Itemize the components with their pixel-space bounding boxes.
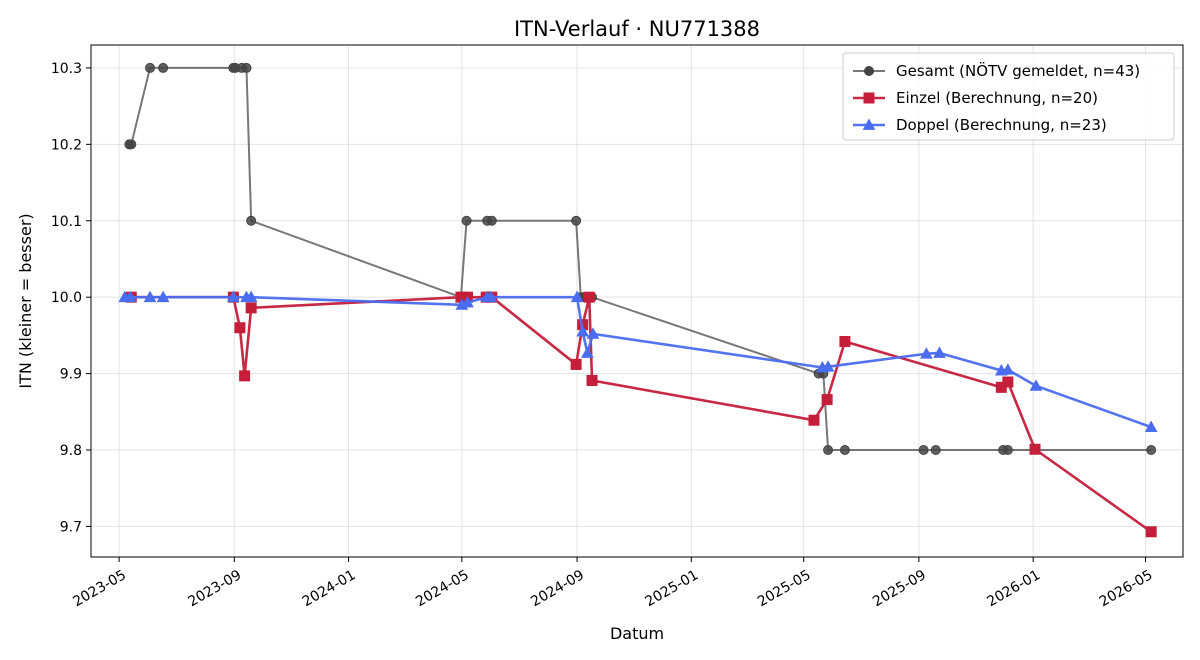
data-point [586, 374, 598, 386]
y-tick-label: 10.2 [51, 137, 82, 153]
data-point [862, 118, 876, 130]
data-point [227, 290, 240, 303]
data-point [1001, 363, 1015, 375]
data-point [821, 360, 835, 372]
data-point [576, 325, 590, 337]
series-3 [118, 290, 1158, 432]
data-point [126, 139, 137, 150]
data-point [918, 445, 929, 456]
data-point [821, 394, 833, 406]
legend-label: Gesamt (NÖTV gemeldet, n=43) [896, 61, 1140, 80]
series-line [131, 295, 1152, 533]
legend: Gesamt (NÖTV gemeldet, n=43) Einzel (Bere… [842, 52, 1175, 141]
data-point [241, 62, 252, 73]
data-point [484, 290, 498, 303]
data-point [863, 92, 875, 104]
data-point [581, 346, 594, 358]
data-point [823, 445, 834, 456]
data-point [486, 215, 497, 226]
data-point [461, 215, 472, 226]
data-point [930, 445, 941, 456]
data-point [234, 322, 246, 334]
y-tick-label: 10.3 [51, 61, 82, 77]
data-point [864, 66, 874, 76]
data-point [145, 62, 156, 73]
y-tick-label: 9.8 [60, 443, 82, 459]
data-point [920, 347, 933, 359]
x-axis-label: Datum [610, 624, 664, 643]
data-point [1002, 376, 1014, 388]
data-point [808, 414, 820, 426]
data-point [1145, 526, 1157, 538]
data-point [1029, 443, 1041, 455]
data-point [570, 358, 582, 370]
data-point [461, 295, 474, 308]
data-point [583, 291, 595, 303]
plot-frame [90, 44, 1184, 558]
data-point [158, 62, 169, 73]
data-point [156, 290, 170, 303]
chart-title: ITN-Verlauf · NU771388 [514, 17, 760, 41]
y-tick-label: 10.0 [51, 290, 82, 306]
legend-box [842, 52, 1175, 141]
y-tick-label: 9.9 [60, 367, 82, 383]
y-axis-label: ITN (kleiner = besser) [16, 213, 35, 388]
data-point [839, 336, 851, 348]
data-point [239, 370, 251, 382]
y-tick-label: 10.1 [51, 214, 82, 230]
data-point [245, 302, 257, 314]
data-point [1002, 445, 1013, 456]
data-point [1029, 379, 1043, 391]
data-point [933, 346, 946, 358]
data-point [1146, 445, 1157, 456]
data-point [571, 215, 582, 226]
data-point [246, 215, 257, 226]
y-tick-label: 9.7 [60, 519, 82, 535]
data-point [1144, 420, 1158, 432]
series-layer [118, 62, 1158, 538]
data-point [143, 290, 157, 303]
legend-label: Doppel (Berechnung, n=23) [896, 116, 1107, 134]
data-point [570, 290, 584, 303]
legend-label: Einzel (Berechnung, n=20) [896, 89, 1098, 107]
data-point [839, 445, 850, 456]
data-point [586, 327, 600, 339]
data-point [244, 290, 258, 303]
data-point [123, 290, 137, 303]
